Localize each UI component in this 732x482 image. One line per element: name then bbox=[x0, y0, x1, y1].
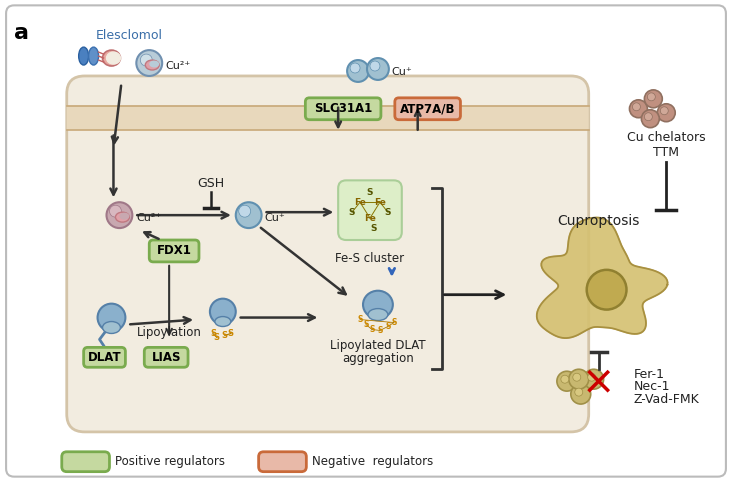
FancyBboxPatch shape bbox=[258, 452, 307, 472]
Text: Fe-S cluster: Fe-S cluster bbox=[335, 252, 405, 265]
Text: S: S bbox=[357, 315, 363, 324]
Text: FDX1: FDX1 bbox=[157, 244, 192, 257]
Text: Lipoylated DLAT: Lipoylated DLAT bbox=[330, 339, 426, 352]
Text: LIAS: LIAS bbox=[152, 351, 181, 364]
Ellipse shape bbox=[102, 321, 121, 334]
Polygon shape bbox=[417, 107, 430, 120]
Text: S: S bbox=[384, 208, 391, 217]
Text: S: S bbox=[349, 208, 355, 217]
FancyBboxPatch shape bbox=[395, 98, 460, 120]
FancyBboxPatch shape bbox=[61, 452, 110, 472]
Text: Fe: Fe bbox=[354, 198, 366, 207]
Text: Fe: Fe bbox=[374, 198, 386, 207]
Ellipse shape bbox=[89, 47, 99, 65]
FancyBboxPatch shape bbox=[338, 180, 402, 240]
Text: S: S bbox=[222, 331, 228, 340]
Text: S: S bbox=[391, 318, 397, 327]
Circle shape bbox=[575, 388, 583, 396]
FancyBboxPatch shape bbox=[144, 348, 188, 367]
Circle shape bbox=[660, 107, 668, 115]
Text: S: S bbox=[214, 333, 220, 342]
Text: Positive regulators: Positive regulators bbox=[116, 455, 225, 468]
Text: Cu chelators: Cu chelators bbox=[627, 131, 706, 144]
Circle shape bbox=[557, 371, 577, 391]
Circle shape bbox=[641, 110, 660, 128]
FancyBboxPatch shape bbox=[149, 240, 199, 262]
Ellipse shape bbox=[97, 304, 125, 332]
Ellipse shape bbox=[119, 213, 130, 220]
Text: Fe: Fe bbox=[364, 214, 376, 223]
Circle shape bbox=[350, 63, 360, 73]
Circle shape bbox=[657, 104, 675, 121]
FancyBboxPatch shape bbox=[67, 76, 589, 432]
Text: TTM: TTM bbox=[653, 146, 679, 159]
Text: S: S bbox=[367, 188, 373, 197]
FancyBboxPatch shape bbox=[83, 348, 125, 367]
Ellipse shape bbox=[102, 50, 121, 66]
Text: SLC31A1: SLC31A1 bbox=[314, 102, 373, 115]
Circle shape bbox=[587, 270, 627, 309]
Circle shape bbox=[239, 205, 250, 217]
Circle shape bbox=[644, 113, 652, 120]
Text: Cu²⁺: Cu²⁺ bbox=[165, 61, 190, 71]
Text: Negative  regulators: Negative regulators bbox=[313, 455, 433, 468]
Text: aggregation: aggregation bbox=[342, 352, 414, 365]
FancyBboxPatch shape bbox=[67, 106, 589, 130]
Circle shape bbox=[647, 93, 655, 101]
Circle shape bbox=[347, 60, 369, 82]
Text: Fer-1: Fer-1 bbox=[633, 368, 665, 381]
Polygon shape bbox=[537, 217, 668, 338]
Text: DLAT: DLAT bbox=[88, 351, 122, 364]
Circle shape bbox=[571, 384, 591, 404]
Circle shape bbox=[644, 90, 662, 108]
Text: S: S bbox=[228, 329, 234, 338]
Text: Cu⁺: Cu⁺ bbox=[264, 213, 285, 223]
Circle shape bbox=[588, 373, 596, 381]
Circle shape bbox=[632, 103, 640, 111]
Circle shape bbox=[110, 205, 122, 217]
Circle shape bbox=[569, 369, 589, 389]
Text: Z-Vad-FMK: Z-Vad-FMK bbox=[633, 392, 699, 405]
Text: Elesclomol: Elesclomol bbox=[96, 29, 163, 42]
Ellipse shape bbox=[116, 212, 130, 222]
Text: ATP7A/B: ATP7A/B bbox=[400, 102, 455, 115]
Circle shape bbox=[370, 61, 380, 71]
Polygon shape bbox=[401, 107, 415, 120]
Circle shape bbox=[630, 100, 647, 118]
Text: S: S bbox=[377, 326, 383, 335]
Text: Nec-1: Nec-1 bbox=[633, 380, 670, 393]
Ellipse shape bbox=[78, 47, 89, 65]
Circle shape bbox=[561, 375, 569, 383]
Ellipse shape bbox=[215, 317, 231, 326]
Circle shape bbox=[583, 369, 604, 389]
Text: S: S bbox=[363, 320, 369, 329]
Circle shape bbox=[236, 202, 261, 228]
Text: Cu²⁺: Cu²⁺ bbox=[136, 213, 162, 223]
Text: a: a bbox=[14, 23, 29, 43]
Text: Cu⁺: Cu⁺ bbox=[392, 67, 413, 77]
Ellipse shape bbox=[106, 52, 121, 64]
Circle shape bbox=[106, 202, 132, 228]
Ellipse shape bbox=[363, 291, 393, 319]
Text: GSH: GSH bbox=[198, 177, 225, 190]
Ellipse shape bbox=[145, 60, 159, 70]
Circle shape bbox=[141, 54, 152, 66]
Circle shape bbox=[136, 50, 163, 76]
Ellipse shape bbox=[149, 61, 159, 67]
Text: S: S bbox=[370, 224, 377, 233]
Text: Cuproptosis: Cuproptosis bbox=[558, 214, 640, 228]
Text: S: S bbox=[369, 325, 375, 334]
Text: S: S bbox=[210, 329, 216, 338]
Polygon shape bbox=[324, 107, 337, 120]
Ellipse shape bbox=[368, 308, 388, 321]
FancyBboxPatch shape bbox=[6, 5, 726, 477]
Circle shape bbox=[573, 373, 580, 381]
Ellipse shape bbox=[210, 299, 236, 324]
Text: S: S bbox=[385, 322, 391, 331]
Text: Lipoylation: Lipoylation bbox=[137, 326, 201, 339]
FancyBboxPatch shape bbox=[305, 98, 381, 120]
Polygon shape bbox=[341, 107, 355, 120]
Circle shape bbox=[367, 58, 389, 80]
